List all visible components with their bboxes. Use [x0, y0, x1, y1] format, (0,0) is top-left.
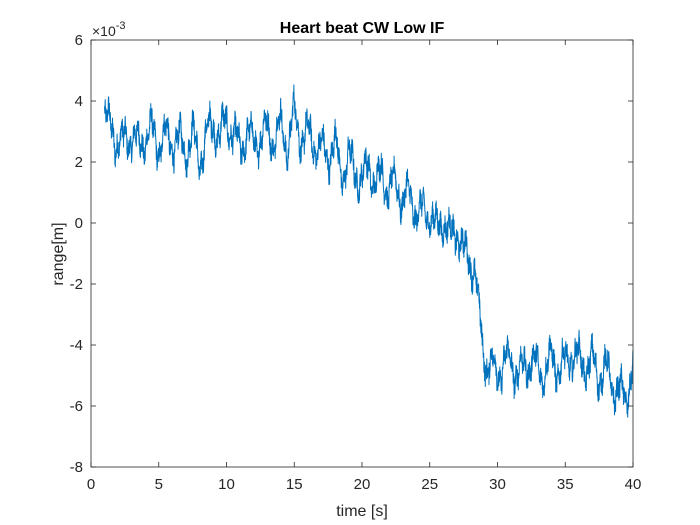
- series-line: [104, 84, 634, 418]
- y-axis-label: range[m]: [50, 222, 67, 285]
- y-tick-label: -8: [70, 459, 83, 476]
- y-tick-label: -4: [70, 337, 83, 354]
- exponent-power: -3: [116, 20, 126, 32]
- y-tick-label: -6: [70, 398, 83, 415]
- plot-background: [91, 40, 633, 467]
- y-tick-label: 0: [75, 215, 83, 232]
- x-axis: 0 5 10 15 20 25 30 35 40: [87, 40, 642, 493]
- x-tick-label: 20: [354, 476, 371, 493]
- x-tick-label: 10: [218, 476, 235, 493]
- series-layer: [104, 84, 634, 418]
- x-tick-label: 25: [421, 476, 438, 493]
- svg-text:×10-3: ×10-3: [92, 20, 126, 39]
- y-tick-label: 2: [75, 154, 83, 171]
- x-axis-label: time [s]: [336, 503, 388, 520]
- y-tick-label: 6: [75, 32, 83, 49]
- x-tick-label: 40: [625, 476, 642, 493]
- x-tick-label: 30: [489, 476, 506, 493]
- chart-title: Heart beat CW Low IF: [280, 20, 445, 37]
- y-exponent-label: ×10-3: [92, 20, 126, 39]
- x-tick-label: 0: [87, 476, 95, 493]
- x-tick-label: 35: [557, 476, 574, 493]
- x-tick-label: 5: [155, 476, 163, 493]
- y-axis: -8 -6 -4 -2 0 2 4 6: [70, 32, 633, 476]
- x-tick-label: 15: [286, 476, 303, 493]
- exponent-base: ×10: [92, 23, 116, 39]
- y-tick-label: -2: [70, 276, 83, 293]
- y-tick-label: 4: [75, 93, 83, 110]
